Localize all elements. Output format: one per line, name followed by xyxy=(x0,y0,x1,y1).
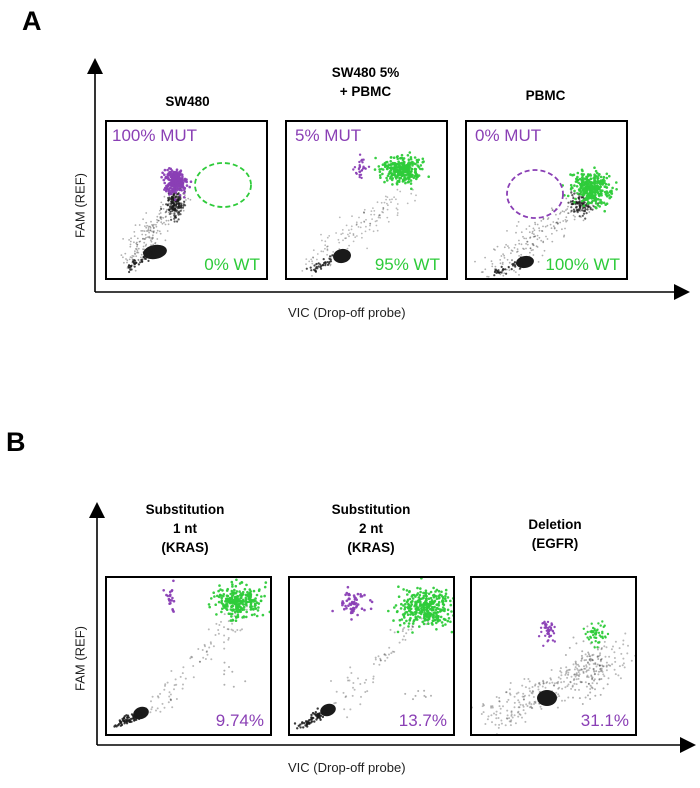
negative-tail xyxy=(127,248,158,274)
mut-percentage-label: 5% MUT xyxy=(295,126,362,145)
panel-b-plot-1-title: Substitution 1 nt (KRAS) xyxy=(145,502,225,555)
negative-droplet-cluster xyxy=(333,248,351,264)
mut-gate-circle xyxy=(506,169,564,219)
negative-droplet-cluster xyxy=(537,690,557,706)
wt-percentage-label: 0% WT xyxy=(204,255,260,274)
panel-a-y-axis-label: FAM (REF) xyxy=(72,173,88,238)
panel-a-letter: A xyxy=(22,6,42,36)
mut-percentage-label: 100% MUT xyxy=(112,126,198,145)
panel-a-plot-3-title: PBMC xyxy=(525,88,566,103)
panel-b-plot-2-title: Substitution 2 nt (KRAS) xyxy=(331,502,411,555)
scattered-droplets xyxy=(223,661,247,688)
panel-b-scatter-plot-2: 13.7% xyxy=(288,576,455,736)
panel-a-plot-1-title: SW480 xyxy=(165,94,210,109)
panel-b-letter: B xyxy=(6,427,26,457)
negative-tail xyxy=(113,709,144,728)
mutant-droplet-cluster xyxy=(162,579,176,613)
mut-percentage-label: 9.74% xyxy=(215,711,264,730)
panel-a-plot-2-title: SW480 5% + PBMC xyxy=(331,65,400,99)
wt-percentage-label: 95% WT xyxy=(374,255,440,274)
negative-droplet-cluster xyxy=(516,255,534,269)
wildtype-droplet-cluster xyxy=(387,578,453,634)
wt-percentage-label: 100% WT xyxy=(545,255,620,274)
panel-b-scatter-plot-1: 9.74% xyxy=(105,576,272,736)
panel-a-scatter-plot-1: 100% MUT 0% WT xyxy=(105,120,268,280)
scattered-droplets xyxy=(404,689,432,701)
mutant-droplet-cluster xyxy=(331,585,374,621)
negative-tail xyxy=(293,707,333,730)
panel-a-scatter-plot-3: 0% MUT 100% WT xyxy=(465,120,628,280)
panel-b-y-axis-label: FAM (REF) xyxy=(72,626,88,691)
wt-gate-circle xyxy=(194,162,252,208)
panel-b-x-axis-label: VIC (Drop-off probe) xyxy=(288,760,406,775)
mut-percentage-label: 31.1% xyxy=(580,711,629,730)
rain-droplets xyxy=(330,609,430,719)
negative-tail xyxy=(305,254,345,273)
rain-droplets xyxy=(149,605,248,714)
panel-a-x-axis-label: VIC (Drop-off probe) xyxy=(288,305,406,320)
wildtype-droplet-cluster xyxy=(373,151,430,191)
panel-b-scatter-plot-3: 31.1% xyxy=(470,576,637,736)
mut-percentage-label: 13.7% xyxy=(398,711,447,730)
mut-percentage-label: 0% MUT xyxy=(475,126,542,145)
mutant-droplet-cluster xyxy=(352,153,371,180)
panel-a-scatter-plot-2: 5% MUT 95% WT xyxy=(285,120,448,280)
negative-tail xyxy=(493,256,527,277)
mutant-droplet-cluster xyxy=(160,167,193,201)
mutant-droplet-cluster xyxy=(537,620,556,647)
wildtype-droplet-cluster xyxy=(582,620,610,649)
scattered-droplets xyxy=(564,625,612,705)
wildtype-droplet-cluster xyxy=(207,578,270,622)
panel-b-plot-3-title: Deletion (EGFR) xyxy=(528,517,582,551)
wildtype-droplet-cluster xyxy=(561,166,618,213)
